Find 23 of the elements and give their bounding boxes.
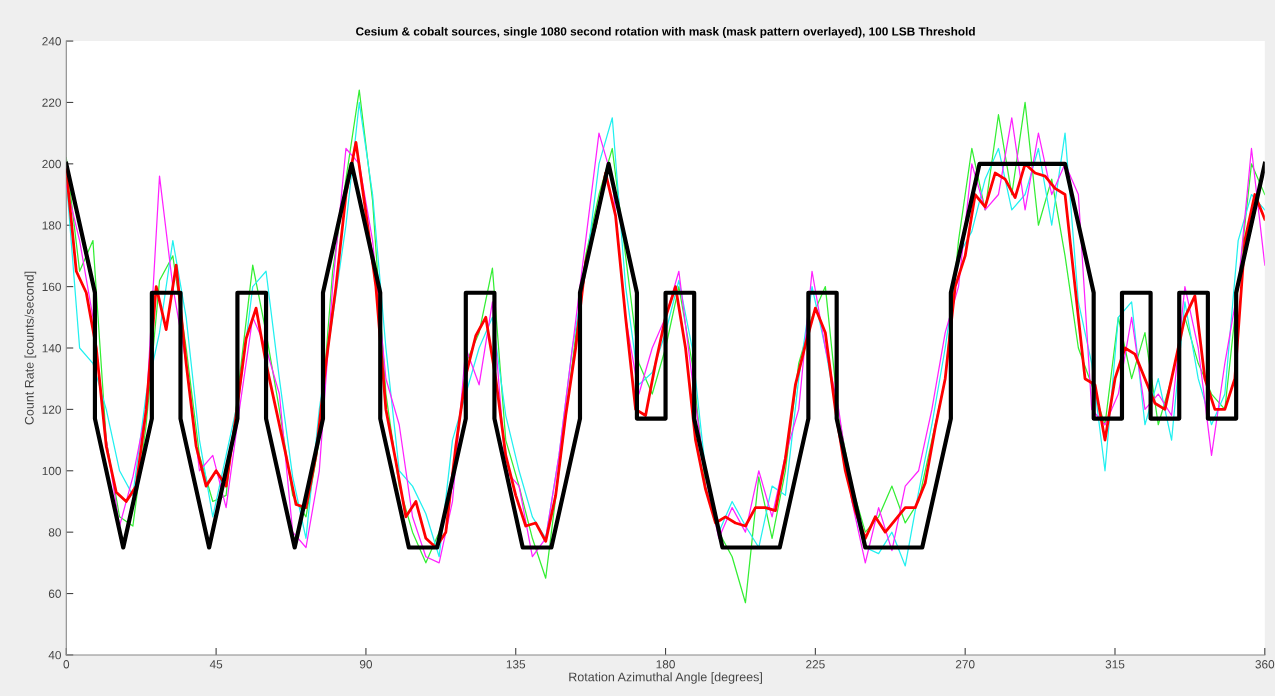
x-tick-label: 135 [506, 660, 526, 669]
y-tick-label: 120 [42, 405, 61, 414]
y-tick-label: 180 [42, 221, 61, 230]
y-tick-label: 240 [42, 37, 61, 46]
x-tick-label: 315 [1105, 660, 1125, 669]
x-tick-label: 225 [806, 660, 825, 669]
x-tick-label: 180 [656, 660, 675, 669]
y-tick-label: 40 [48, 650, 61, 660]
y-tick-label: 160 [42, 282, 61, 292]
x-tick-label: 90 [359, 660, 373, 669]
y-tick-label: 60 [48, 589, 61, 598]
y-axis-title: Count Rate [counts/second] [24, 271, 37, 425]
x-tick-label: 45 [209, 660, 223, 669]
x-tick-label: 360 [1255, 660, 1275, 669]
chart-title: Cesium & cobalt sources, single 1080 second rotation with mask (mask pattern overlayed), 100 LSB Threshold [356, 26, 975, 39]
y-tick-label: 100 [42, 466, 61, 476]
y-tick-label: 80 [48, 528, 61, 537]
y-tick-label: 140 [42, 344, 61, 353]
x-tick-label: 0 [63, 660, 70, 669]
y-tick-label: 220 [42, 98, 61, 107]
x-tick-label: 270 [955, 660, 975, 669]
y-tick-label: 200 [42, 159, 61, 169]
x-axis-title: Rotation Azimuthal Angle [degrees] [569, 672, 762, 684]
